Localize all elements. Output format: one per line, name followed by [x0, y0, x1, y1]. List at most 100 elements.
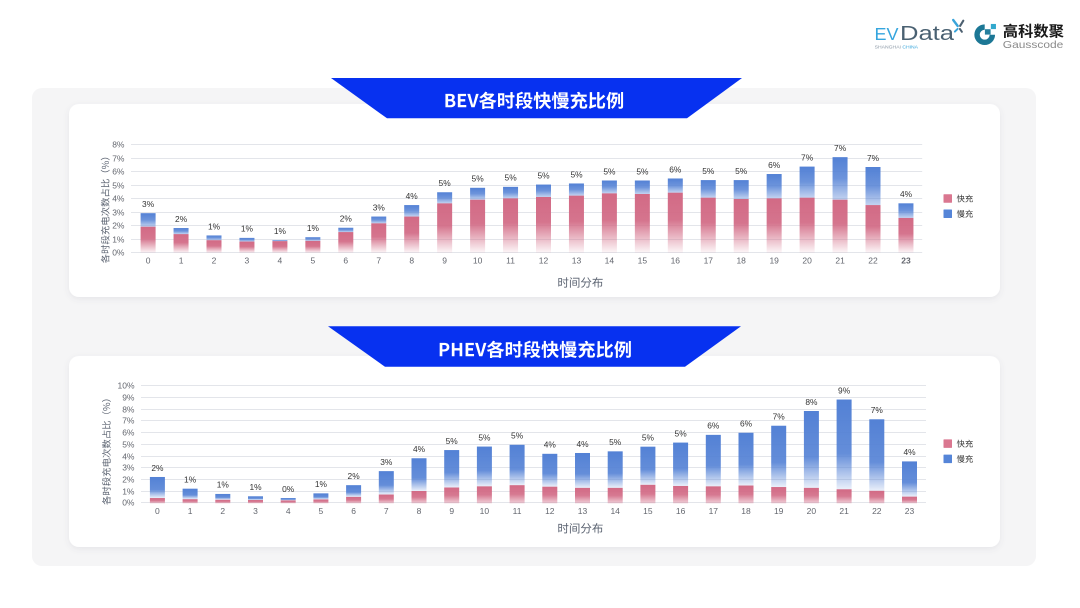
svg-text:1%: 1%	[307, 223, 320, 233]
svg-text:1%: 1%	[274, 226, 287, 236]
svg-text:1%: 1%	[241, 224, 254, 234]
svg-text:0%: 0%	[112, 248, 125, 258]
svg-text:5%: 5%	[537, 170, 550, 180]
svg-text:4%: 4%	[406, 191, 419, 201]
svg-text:11: 11	[513, 506, 522, 516]
svg-text:12: 12	[539, 256, 549, 266]
svg-text:18: 18	[741, 506, 751, 516]
svg-text:13: 13	[572, 256, 582, 266]
svg-text:3: 3	[245, 256, 250, 266]
svg-text:4%: 4%	[122, 452, 135, 462]
svg-text:5%: 5%	[603, 166, 616, 176]
svg-text:7%: 7%	[871, 405, 884, 415]
svg-text:14: 14	[610, 506, 620, 516]
svg-text:6%: 6%	[112, 167, 125, 177]
svg-text:1: 1	[179, 256, 184, 266]
svg-text:5%: 5%	[122, 440, 135, 450]
svg-text:12: 12	[545, 506, 555, 516]
svg-text:10%: 10%	[117, 381, 134, 391]
svg-text:17: 17	[709, 506, 719, 516]
svg-text:2: 2	[212, 256, 217, 266]
svg-text:5%: 5%	[446, 436, 459, 446]
svg-text:4%: 4%	[900, 189, 913, 199]
svg-text:5%: 5%	[642, 433, 655, 443]
svg-text:9%: 9%	[838, 385, 851, 395]
svg-text:0%: 0%	[282, 484, 295, 494]
svg-text:7%: 7%	[801, 152, 814, 162]
svg-text:4%: 4%	[544, 440, 557, 450]
svg-text:2%: 2%	[348, 471, 361, 481]
svg-text:8%: 8%	[112, 140, 125, 150]
svg-text:19: 19	[769, 256, 779, 266]
svg-text:2%: 2%	[122, 475, 135, 485]
svg-text:22: 22	[872, 506, 882, 516]
svg-text:10: 10	[480, 506, 490, 516]
svg-text:2%: 2%	[112, 221, 125, 231]
svg-text:5%: 5%	[636, 166, 649, 176]
svg-text:5%: 5%	[439, 178, 452, 188]
svg-text:21: 21	[839, 506, 849, 516]
svg-text:7%: 7%	[122, 416, 135, 426]
svg-text:23: 23	[901, 256, 911, 266]
svg-text:0: 0	[155, 506, 160, 516]
svg-text:3%: 3%	[142, 199, 155, 209]
svg-text:19: 19	[774, 506, 784, 516]
svg-text:2%: 2%	[175, 214, 188, 224]
svg-text:1%: 1%	[208, 221, 221, 231]
svg-text:1: 1	[188, 506, 193, 516]
svg-text:5: 5	[319, 506, 324, 516]
svg-text:6%: 6%	[669, 164, 682, 174]
svg-text:6%: 6%	[768, 160, 781, 170]
svg-text:6: 6	[351, 506, 356, 516]
svg-text:8%: 8%	[122, 405, 135, 415]
svg-text:7%: 7%	[834, 143, 847, 153]
svg-text:16: 16	[676, 506, 686, 516]
svg-text:20: 20	[802, 256, 812, 266]
svg-text:15: 15	[643, 506, 653, 516]
svg-text:15: 15	[638, 256, 648, 266]
svg-text:3: 3	[253, 506, 258, 516]
svg-text:6%: 6%	[122, 428, 135, 438]
svg-text:11: 11	[506, 256, 515, 266]
svg-text:0: 0	[146, 256, 151, 266]
svg-text:10: 10	[473, 256, 483, 266]
svg-text:0%: 0%	[122, 498, 135, 508]
svg-text:5: 5	[311, 256, 316, 266]
svg-text:13: 13	[578, 506, 588, 516]
svg-text:SHANGHAI CHINA: SHANGHAI CHINA	[875, 44, 919, 49]
svg-text:7%: 7%	[867, 153, 880, 163]
svg-text:4%: 4%	[576, 439, 589, 449]
svg-text:9: 9	[449, 506, 454, 516]
svg-text:1%: 1%	[315, 479, 328, 489]
svg-text:8: 8	[417, 506, 422, 516]
svg-text:3%: 3%	[380, 457, 393, 467]
svg-text:8%: 8%	[805, 397, 818, 407]
svg-text:2: 2	[220, 506, 225, 516]
svg-text:1%: 1%	[184, 475, 197, 485]
svg-text:1%: 1%	[217, 480, 230, 490]
svg-text:5%: 5%	[112, 181, 125, 191]
svg-text:3%: 3%	[122, 463, 135, 473]
svg-text:21: 21	[835, 256, 845, 266]
svg-text:4: 4	[286, 506, 291, 516]
svg-text:17: 17	[704, 256, 714, 266]
svg-text:5%: 5%	[702, 166, 715, 176]
svg-text:6%: 6%	[707, 421, 720, 431]
svg-text:20: 20	[807, 506, 817, 516]
svg-text:9: 9	[442, 256, 447, 266]
svg-text:3%: 3%	[112, 208, 125, 218]
svg-text:4%: 4%	[413, 444, 426, 454]
svg-text:1%: 1%	[112, 235, 125, 245]
svg-text:14: 14	[605, 256, 615, 266]
svg-text:2%: 2%	[340, 214, 353, 224]
svg-text:4: 4	[278, 256, 283, 266]
svg-text:3%: 3%	[373, 202, 386, 212]
svg-text:5%: 5%	[478, 432, 491, 442]
svg-text:5%: 5%	[675, 428, 688, 438]
svg-text:8: 8	[409, 256, 414, 266]
svg-text:5%: 5%	[609, 437, 622, 447]
svg-text:9%: 9%	[122, 393, 135, 403]
svg-text:22: 22	[868, 256, 878, 266]
svg-text:5%: 5%	[570, 169, 583, 179]
svg-text:Data: Data	[900, 22, 955, 45]
